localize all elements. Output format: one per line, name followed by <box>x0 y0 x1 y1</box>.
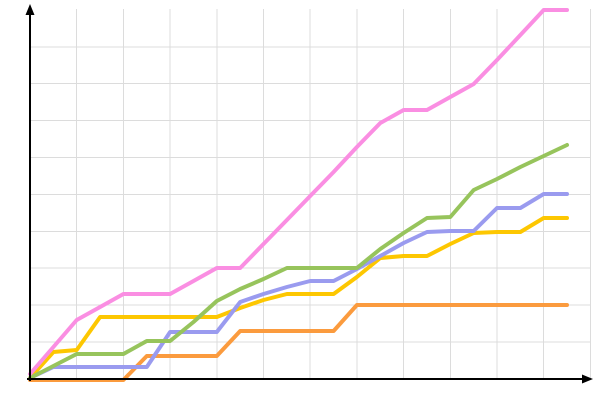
data-series <box>28 8 569 382</box>
series-pink-line <box>28 8 569 376</box>
series-yellow-line <box>28 216 569 380</box>
y-axis-arrowhead-icon <box>25 4 35 15</box>
axes <box>25 4 593 384</box>
x-axis-arrowhead-icon <box>582 374 593 384</box>
series-blue-line <box>28 192 569 380</box>
series-green-line <box>28 143 569 380</box>
